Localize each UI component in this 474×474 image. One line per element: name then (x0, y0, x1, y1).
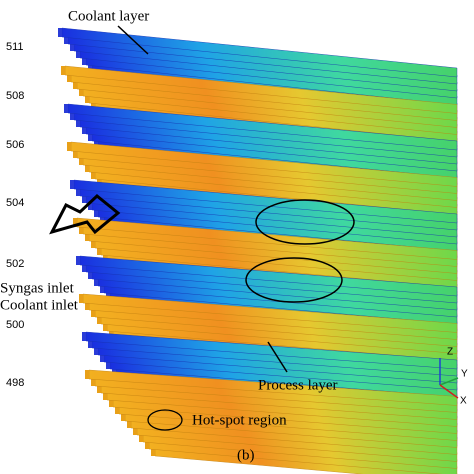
inlet-arrow (49, 194, 121, 235)
channel-end (85, 370, 89, 379)
channel-end (115, 405, 119, 414)
channel-end (103, 391, 107, 400)
channel-end (70, 180, 74, 189)
channel-end (82, 125, 86, 134)
caption: (b) (237, 447, 255, 463)
channel-end (73, 149, 77, 158)
channel-end (58, 28, 62, 37)
scale-label: 508 (6, 90, 24, 102)
axis-label: X (460, 396, 467, 407)
legend-label: Hot-spot region (192, 412, 287, 428)
channel-end (88, 63, 92, 72)
channel-end (73, 218, 77, 227)
annotation: Coolant inlet (0, 297, 79, 313)
channel-end (106, 291, 110, 300)
channel-end (91, 239, 95, 248)
reactor-block (58, 27, 458, 474)
channel-end (94, 139, 98, 148)
channel-end (67, 142, 71, 151)
channel-end (145, 440, 149, 449)
channel-end (70, 111, 74, 120)
channel-end (79, 225, 83, 234)
channel-end (133, 426, 137, 435)
hot-spot-ellipse (255, 199, 355, 245)
scale-label: 498 (6, 377, 24, 389)
pointer (267, 341, 288, 373)
channel-end (103, 253, 107, 262)
channel-end (127, 419, 131, 428)
channel-end (82, 263, 86, 272)
channel-end (100, 215, 104, 224)
channel-end (88, 339, 92, 348)
channel-end (79, 156, 83, 165)
channel-end (91, 101, 95, 110)
scale-label: 511 (6, 41, 24, 53)
channel-end (151, 447, 155, 456)
channel-end (85, 94, 89, 103)
channel-end (88, 270, 92, 279)
channel-end (100, 353, 104, 362)
channel-end (76, 49, 80, 58)
channel-end (64, 104, 68, 113)
pointer (117, 25, 149, 55)
channel-end (61, 66, 65, 75)
legend-ellipse (147, 409, 183, 431)
channel-end (76, 187, 80, 196)
hot-spot-ellipse (245, 257, 343, 303)
axis-label: Y (461, 369, 468, 380)
channel-end (73, 80, 77, 89)
annotation: Syngas inlet (0, 280, 75, 296)
channel-end (106, 360, 110, 369)
channel-end (103, 322, 107, 331)
channel-end (76, 118, 80, 127)
channel-end (94, 208, 98, 217)
channel-end (79, 87, 83, 96)
scale-label: 500 (6, 319, 24, 331)
channel-end (121, 412, 125, 421)
channel-end (97, 177, 101, 186)
axis-triad: Z Y X (439, 347, 468, 407)
channel-end (67, 73, 71, 82)
channel-end (82, 194, 86, 203)
channel-end (91, 377, 95, 386)
channel-end (109, 329, 113, 338)
channel-end (85, 232, 89, 241)
channel-end (97, 315, 101, 324)
channel-end (85, 301, 89, 310)
scale-label: 504 (6, 197, 24, 209)
axis-label: Z (447, 347, 453, 358)
channel-end (88, 132, 92, 141)
annotation: Process layer (258, 377, 338, 393)
channel-end (70, 42, 74, 51)
channel-end (97, 246, 101, 255)
channel-end (82, 56, 86, 65)
channel-end (64, 35, 68, 44)
channel-end (85, 163, 89, 172)
channel-end (88, 201, 92, 210)
channel-end (109, 398, 113, 407)
channel-end (91, 170, 95, 179)
channel-end (100, 284, 104, 293)
channel-end (97, 384, 101, 393)
channel-end (82, 332, 86, 341)
annotation: Coolant layer (68, 8, 149, 24)
channel-end (79, 294, 83, 303)
scale-label: 502 (6, 258, 24, 270)
channel-end (94, 277, 98, 286)
scale-label: 506 (6, 139, 24, 151)
channel-end (139, 433, 143, 442)
channel-end (91, 308, 95, 317)
channel-end (94, 346, 98, 355)
channel-end (112, 367, 116, 376)
channel-end (76, 256, 80, 265)
